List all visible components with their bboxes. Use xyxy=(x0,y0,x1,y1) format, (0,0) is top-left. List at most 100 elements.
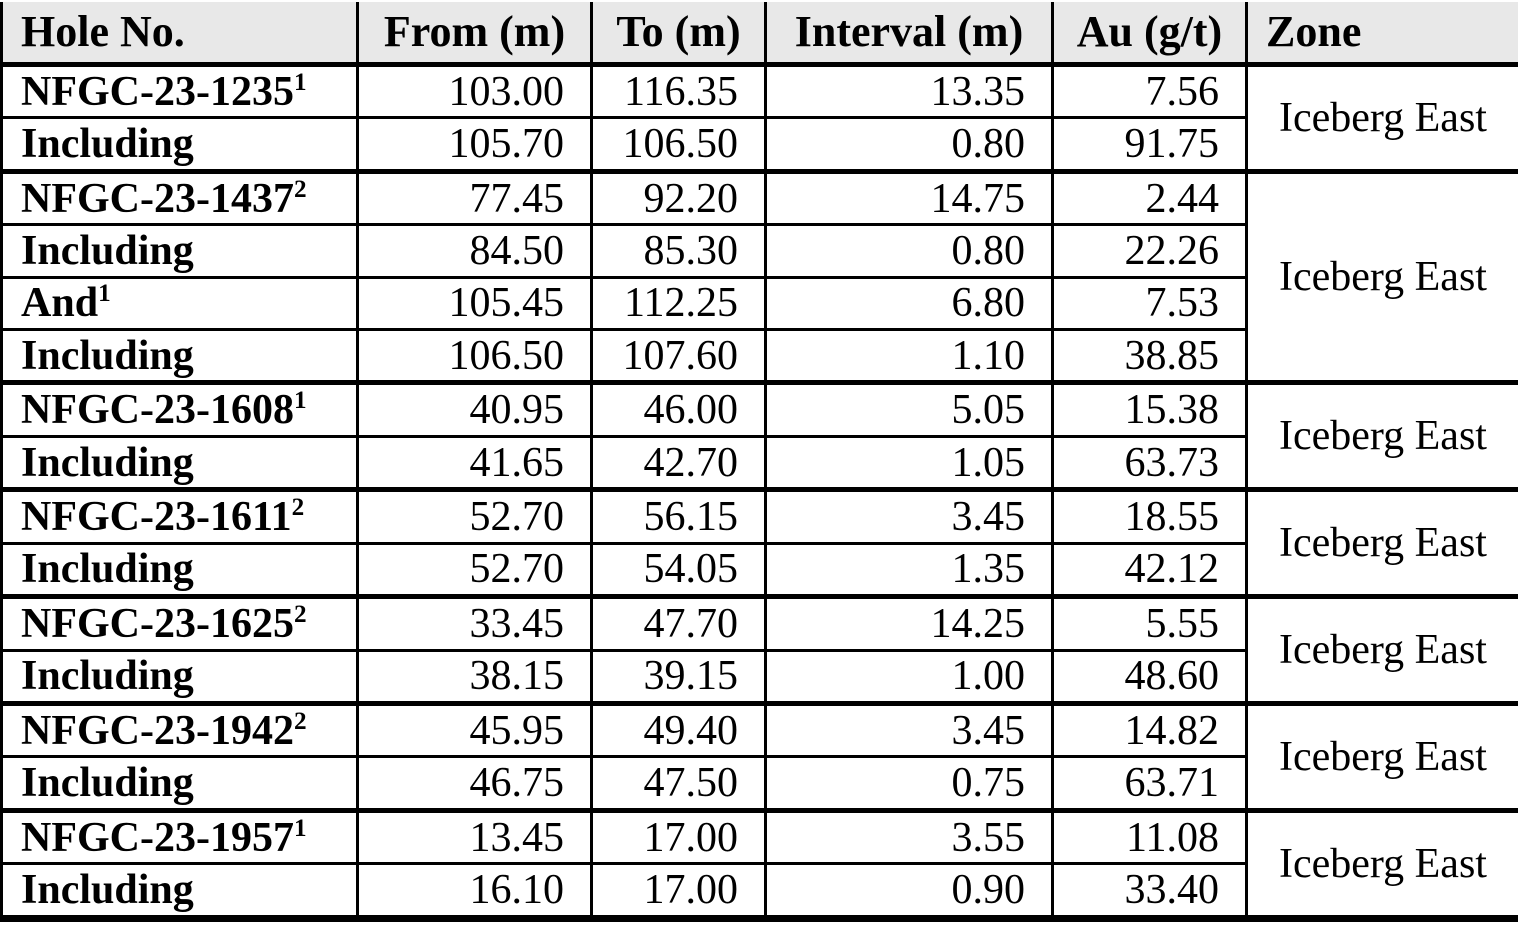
cell-interval: 1.00 xyxy=(764,648,1054,706)
cell-interval: 6.80 xyxy=(764,275,1054,331)
table-row: NFGC-23-14372 77.45 92.20 14.75 2.44 Iceberg … xyxy=(0,168,1518,385)
cell-from: 46.75 xyxy=(356,755,593,812)
table-row: And1 105.45 112.25 6.80 7.53 xyxy=(0,275,1519,331)
cell-to: 17.00 xyxy=(590,862,767,920)
cell-interval: 1.35 xyxy=(764,541,1054,599)
table-row: Including 16.10 17.00 0.90 33.40 xyxy=(0,862,1519,920)
cell-to: 49.40 xyxy=(590,701,767,759)
cell-hole-label: Including xyxy=(0,434,359,492)
cell-au: 91.75 xyxy=(1051,116,1248,173)
table-row: Including 38.15 39.15 1.00 48.60 xyxy=(0,648,1519,706)
cell-to: 17.00 xyxy=(590,807,767,866)
cell-zone: Iceberg East xyxy=(1245,807,1518,921)
cell-to: 116.35 xyxy=(590,61,767,120)
cell-hole-label: Including xyxy=(0,648,359,706)
cell-interval: 3.45 xyxy=(764,701,1054,759)
cell-hole-label: Including xyxy=(0,116,359,173)
cell-to: 54.05 xyxy=(590,541,767,599)
table-row: Including 46.75 47.50 0.75 63.71 xyxy=(0,755,1519,812)
cell-to: 47.70 xyxy=(590,594,767,652)
cell-to: 85.30 xyxy=(590,223,767,279)
cell-to: 106.50 xyxy=(590,116,767,173)
footnote-superscript: 1 xyxy=(293,68,307,96)
cell-to: 47.50 xyxy=(590,755,767,812)
footnote-superscript: 2 xyxy=(291,494,305,521)
column-header-to: To (m) xyxy=(590,2,767,67)
cell-au: 2.44 xyxy=(1051,168,1248,227)
cell-from: 16.10 xyxy=(356,862,593,920)
table-row: NFGC-23-19422 45.95 49.40 3.45 14.82 Iceberg … xyxy=(0,701,1518,812)
cell-from: 105.45 xyxy=(356,275,593,331)
cell-from: 77.45 xyxy=(356,168,593,227)
table-row: Including 84.50 85.30 0.80 22.26 xyxy=(0,223,1519,279)
table-row: NFGC-23-16252 33.45 47.70 14.25 5.55 Iceberg … xyxy=(0,594,1518,706)
cell-interval: 0.80 xyxy=(764,223,1054,279)
cell-zone: Iceberg East xyxy=(1245,594,1518,706)
header-row: Hole No. From (m) To (m) Interval (m) Au… xyxy=(0,2,1518,67)
cell-au: 63.71 xyxy=(1051,755,1248,812)
cell-to: 56.15 xyxy=(590,487,767,545)
table-header: Hole No. From (m) To (m) Interval (m) Au… xyxy=(0,2,1518,67)
cell-interval: 3.55 xyxy=(764,807,1054,866)
table-body: NFGC-23-12351 103.00 116.35 13.35 7.56 Iceber… xyxy=(0,61,1519,921)
cell-from: 103.00 xyxy=(356,61,593,120)
cell-from: 105.70 xyxy=(356,116,593,173)
cell-interval: 0.80 xyxy=(764,116,1054,173)
cell-from: 41.65 xyxy=(356,434,593,492)
column-header-zone: Zone xyxy=(1245,2,1518,67)
cell-au: 5.55 xyxy=(1051,594,1248,652)
column-header-hole-no: Hole No. xyxy=(0,2,359,67)
cell-hole-label: NFGC-23-19422 xyxy=(0,701,359,759)
table-row: NFGC-23-16112 52.70 56.15 3.45 18.55 Iceberg … xyxy=(0,487,1518,599)
cell-au: 48.60 xyxy=(1051,648,1248,706)
cell-interval: 13.35 xyxy=(764,61,1054,120)
cell-from: 13.45 xyxy=(356,807,593,866)
cell-hole-label: And1 xyxy=(0,275,359,331)
cell-zone: Iceberg East xyxy=(1245,380,1518,492)
cell-hole-label: Including xyxy=(0,755,359,812)
cell-to: 107.60 xyxy=(590,327,767,385)
cell-hole-label: NFGC-23-16252 xyxy=(0,594,359,652)
cell-zone: Iceberg East xyxy=(1245,168,1518,385)
cell-from: 38.15 xyxy=(356,648,593,706)
cell-zone: Iceberg East xyxy=(1245,487,1518,599)
cell-interval: 14.25 xyxy=(764,594,1054,652)
cell-interval: 1.05 xyxy=(764,434,1054,492)
cell-hole-label: NFGC-23-14372 xyxy=(0,168,359,227)
cell-hole-label: NFGC-23-12351 xyxy=(0,61,359,120)
table-row: NFGC-23-19571 13.45 17.00 3.55 11.08 Iceberg … xyxy=(0,807,1518,921)
cell-au: 7.56 xyxy=(1051,61,1248,120)
cell-interval: 1.10 xyxy=(764,327,1054,385)
table-row: Including 41.65 42.70 1.05 63.73 xyxy=(0,434,1519,492)
cell-from: 84.50 xyxy=(356,223,593,279)
cell-to: 42.70 xyxy=(590,434,767,492)
cell-au: 22.26 xyxy=(1051,223,1248,279)
cell-au: 14.82 xyxy=(1051,701,1248,759)
footnote-superscript: 1 xyxy=(293,814,307,842)
column-header-interval: Interval (m) xyxy=(764,2,1054,67)
cell-to: 92.20 xyxy=(590,168,767,227)
cell-to: 112.25 xyxy=(590,275,767,331)
cell-from: 106.50 xyxy=(356,327,593,385)
cell-from: 52.70 xyxy=(356,487,593,545)
cell-au: 7.53 xyxy=(1051,275,1248,331)
table-row: Including 52.70 54.05 1.35 42.12 xyxy=(0,541,1519,599)
cell-interval: 5.05 xyxy=(764,380,1054,438)
cell-au: 63.73 xyxy=(1051,434,1248,492)
table-row: NFGC-23-12351 103.00 116.35 13.35 7.56 Iceber… xyxy=(0,61,1518,173)
cell-from: 45.95 xyxy=(356,701,593,759)
cell-to: 46.00 xyxy=(590,380,767,438)
cell-to: 39.15 xyxy=(590,648,767,706)
table-row: Including 106.50 107.60 1.10 38.85 xyxy=(0,327,1519,385)
cell-interval: 0.90 xyxy=(764,862,1054,920)
cell-hole-label: Including xyxy=(0,327,359,385)
cell-au: 11.08 xyxy=(1051,807,1248,866)
cell-hole-label: NFGC-23-16112 xyxy=(0,487,359,545)
cell-au: 42.12 xyxy=(1051,541,1248,599)
footnote-superscript: 1 xyxy=(293,387,307,415)
column-header-from: From (m) xyxy=(356,2,593,67)
cell-zone: Iceberg East xyxy=(1245,701,1518,812)
cell-zone: Iceberg East xyxy=(1245,62,1518,173)
column-header-au: Au (g/t) xyxy=(1051,2,1248,67)
